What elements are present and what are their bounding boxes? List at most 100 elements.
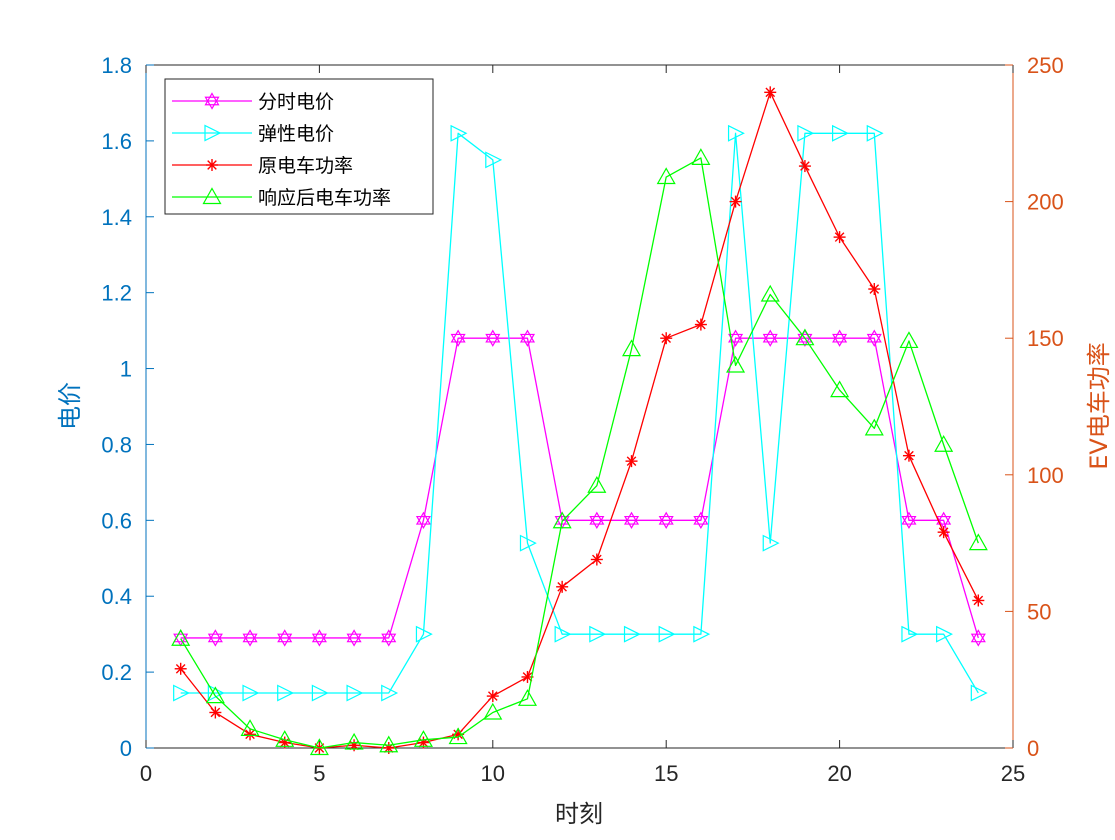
data-point bbox=[519, 534, 537, 552]
y-right-tick-label: 150 bbox=[1027, 326, 1064, 351]
y-left-tick-label: 0.4 bbox=[101, 584, 132, 609]
x-axis-label: 时刻 bbox=[555, 800, 603, 828]
y-right-tick-label: 200 bbox=[1027, 190, 1064, 215]
data-point bbox=[483, 702, 503, 720]
series-line bbox=[180, 337, 979, 639]
data-point bbox=[590, 553, 603, 566]
axis-ticks: 0 5 10 15 20 2500.20.40.60.811.21.41.61.80501… bbox=[101, 53, 1063, 786]
data-point bbox=[344, 732, 364, 750]
data-point bbox=[656, 167, 676, 185]
data-point bbox=[658, 511, 674, 530]
y-left-tick-label: 0 bbox=[120, 736, 132, 761]
data-point bbox=[970, 629, 986, 647]
y-left-tick-label: 0.2 bbox=[101, 660, 132, 685]
data-point bbox=[275, 730, 295, 747]
data-point bbox=[833, 231, 846, 244]
legend-label: 原电车功率 bbox=[258, 155, 353, 177]
data-point bbox=[171, 629, 191, 646]
data-point bbox=[623, 511, 640, 530]
data-point bbox=[764, 86, 777, 99]
data-point bbox=[832, 329, 848, 347]
legend-item: 响应后电车功率 bbox=[172, 187, 391, 209]
data-point bbox=[691, 148, 711, 165]
x-tick-label: 10 bbox=[481, 761, 505, 786]
data-point bbox=[242, 684, 260, 702]
x-tick-label: 5 bbox=[313, 761, 325, 786]
data-point bbox=[936, 625, 953, 643]
data-point bbox=[795, 328, 815, 346]
y-left-tick-label: 1.8 bbox=[101, 53, 132, 78]
legend-label: 弹性电价 bbox=[258, 123, 334, 145]
data-point bbox=[556, 580, 569, 593]
data-point bbox=[625, 455, 638, 468]
legend-marker bbox=[202, 187, 222, 205]
data-point bbox=[589, 625, 607, 643]
legend-item: 分时电价 bbox=[172, 91, 334, 113]
data-point bbox=[866, 329, 882, 347]
data-point bbox=[173, 684, 191, 702]
x-tick-label: 15 bbox=[654, 761, 678, 786]
y-left-tick-label: 1 bbox=[120, 357, 132, 382]
data-point bbox=[866, 124, 884, 142]
legend-marker bbox=[204, 92, 220, 110]
data-point bbox=[174, 662, 187, 675]
data-point bbox=[760, 284, 780, 302]
legend-label: 分时电价 bbox=[258, 91, 334, 113]
y-right-tick-label: 50 bbox=[1027, 599, 1051, 624]
data-point bbox=[450, 124, 468, 142]
data-point bbox=[209, 706, 222, 719]
y-left-tick-label: 1.6 bbox=[101, 129, 132, 154]
data-point bbox=[934, 435, 954, 452]
data-point bbox=[519, 329, 536, 347]
y-right-tick-label: 0 bbox=[1027, 736, 1039, 761]
data-point bbox=[207, 629, 223, 647]
data-point bbox=[762, 329, 778, 347]
data-point bbox=[968, 533, 988, 551]
data-point bbox=[726, 355, 746, 373]
data-point bbox=[205, 686, 225, 704]
data-point bbox=[902, 449, 915, 462]
y-right-tick-label: 250 bbox=[1027, 53, 1064, 78]
data-point bbox=[623, 625, 641, 643]
data-point bbox=[244, 728, 257, 741]
data-point bbox=[621, 339, 642, 357]
y-left-tick-label: 0.8 bbox=[101, 432, 132, 457]
data-point bbox=[485, 329, 501, 347]
data-point bbox=[658, 625, 676, 643]
data-point bbox=[728, 329, 744, 347]
data-point bbox=[486, 690, 499, 703]
data-point bbox=[972, 594, 985, 607]
data-point bbox=[589, 511, 605, 530]
data-point bbox=[346, 684, 364, 702]
data-point bbox=[797, 124, 815, 142]
data-point bbox=[660, 332, 673, 345]
legend-item: 弹性电价 bbox=[172, 123, 334, 145]
data-point bbox=[831, 124, 849, 142]
data-point bbox=[936, 511, 952, 530]
data-point bbox=[901, 625, 919, 643]
series-line bbox=[180, 132, 979, 694]
series-layer bbox=[171, 86, 988, 756]
data-point bbox=[868, 283, 881, 296]
data-point bbox=[277, 684, 295, 702]
data-point bbox=[413, 730, 433, 747]
data-point bbox=[311, 684, 329, 702]
data-point bbox=[937, 526, 950, 539]
x-tick-label: 0 bbox=[140, 761, 152, 786]
y-left-tick-label: 0.6 bbox=[101, 508, 132, 533]
x-tick-label: 25 bbox=[1001, 761, 1025, 786]
data-point bbox=[277, 629, 293, 647]
data-point bbox=[415, 511, 431, 530]
x-tick-label: 20 bbox=[827, 761, 851, 786]
y-left-axis-label: 电价 bbox=[56, 382, 84, 430]
y-right-tick-label: 100 bbox=[1027, 463, 1064, 488]
data-point bbox=[864, 418, 884, 436]
data-point bbox=[242, 629, 258, 647]
data-point bbox=[448, 727, 468, 745]
legend-label: 响应后电车功率 bbox=[258, 187, 391, 209]
data-point bbox=[901, 511, 917, 530]
data-point bbox=[970, 684, 988, 702]
y-left-tick-label: 1.4 bbox=[101, 205, 132, 230]
